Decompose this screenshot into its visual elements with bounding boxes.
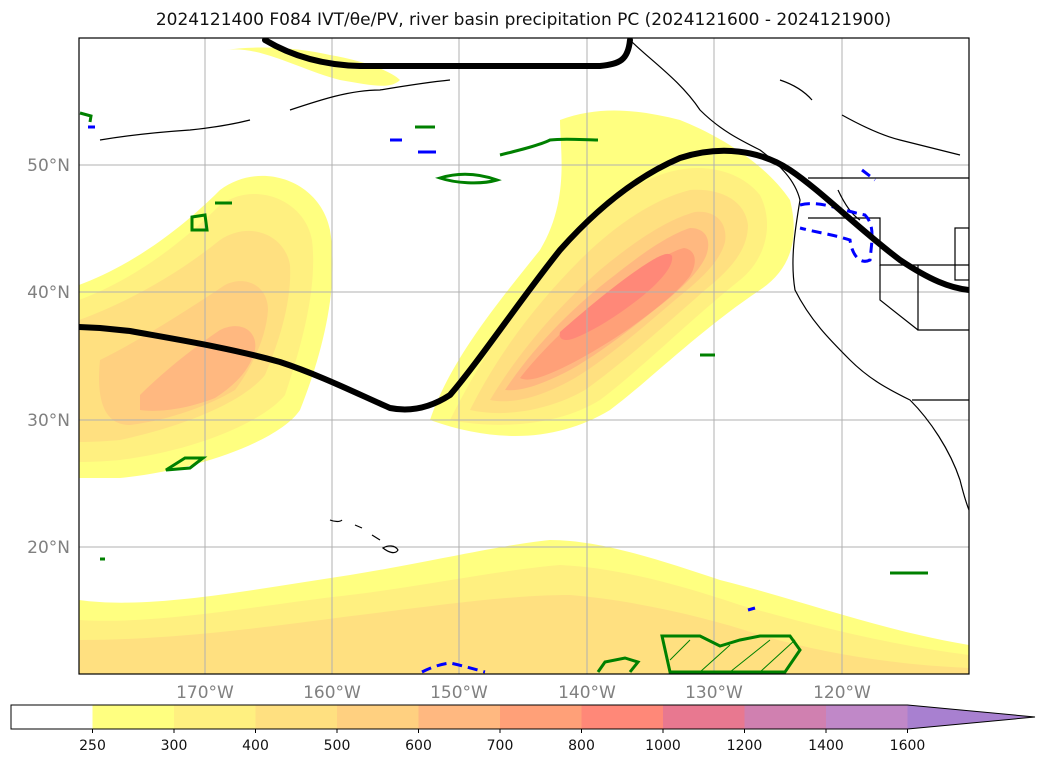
colorbar-segment xyxy=(581,705,664,729)
lon-label-140w: 140°W xyxy=(558,683,616,703)
pv-negative-contours xyxy=(88,125,756,612)
theta-e-contours xyxy=(79,38,969,413)
lon-label-120w: 120°W xyxy=(813,683,871,703)
colorbar-tick-label: 500 xyxy=(324,738,351,754)
lat-label-40: 40°N xyxy=(27,283,70,303)
colorbar-tick-label: 800 xyxy=(568,738,595,754)
lat-label-30: 30°N xyxy=(27,411,70,431)
map-frame xyxy=(78,37,970,675)
latitude-labels: 50°N 40°N 30°N 20°N xyxy=(27,156,70,558)
colorbar-tick-label: 1000 xyxy=(645,738,681,754)
colorbar-tick-label: 1200 xyxy=(727,738,763,754)
lat-label-50: 50°N xyxy=(27,156,70,176)
colorbar-outline xyxy=(10,704,1036,730)
colorbar-extend-arrow xyxy=(907,705,1035,729)
colorbar-segment xyxy=(418,705,501,729)
ivt-plume-north xyxy=(225,47,400,86)
lon-label-160w: 160°W xyxy=(303,683,361,703)
coastlines xyxy=(99,39,969,554)
pv-hatching xyxy=(669,639,796,673)
lat-label-20: 20°N xyxy=(27,538,70,558)
colorbar-segment xyxy=(744,705,827,729)
colorbar-tick-label: 400 xyxy=(242,738,269,754)
ivt-atmospheric-river xyxy=(430,110,794,437)
colorbar-segment xyxy=(255,705,338,729)
colorbar-segment xyxy=(11,705,93,729)
colorbar: 250 300 400 500 600 700 800 1000 1200 1400 1600 xyxy=(10,704,1036,754)
longitude-labels: 170°W 160°W 150°W 140°W 130°W 120°W xyxy=(176,683,871,703)
map-layers xyxy=(79,38,969,674)
colorbar-segment xyxy=(174,705,256,729)
lon-label-130w: 130°W xyxy=(685,683,743,703)
colorbar-segment xyxy=(337,705,419,729)
colorbar-tick-label: 250 xyxy=(79,738,106,754)
colorbar-tick-label: 300 xyxy=(161,738,188,754)
pv-positive-contours xyxy=(79,111,928,674)
ivt-band-south xyxy=(79,540,969,674)
colorbar-tick-label: 1400 xyxy=(808,738,844,754)
colorbar-tick-label: 1600 xyxy=(890,738,926,754)
lon-label-150w: 150°W xyxy=(430,683,488,703)
colorbar-segment xyxy=(500,705,582,729)
colorbar-segment xyxy=(663,705,745,729)
colorbar-tick-label: 700 xyxy=(487,738,514,754)
colorbar-tick-label: 600 xyxy=(405,738,432,754)
map-title: 2024121400 F084 IVT/θe/PV, river basin p… xyxy=(155,10,892,30)
colorbar-segment xyxy=(92,705,175,729)
lon-label-170w: 170°W xyxy=(176,683,234,703)
colorbar-segment xyxy=(826,705,908,729)
